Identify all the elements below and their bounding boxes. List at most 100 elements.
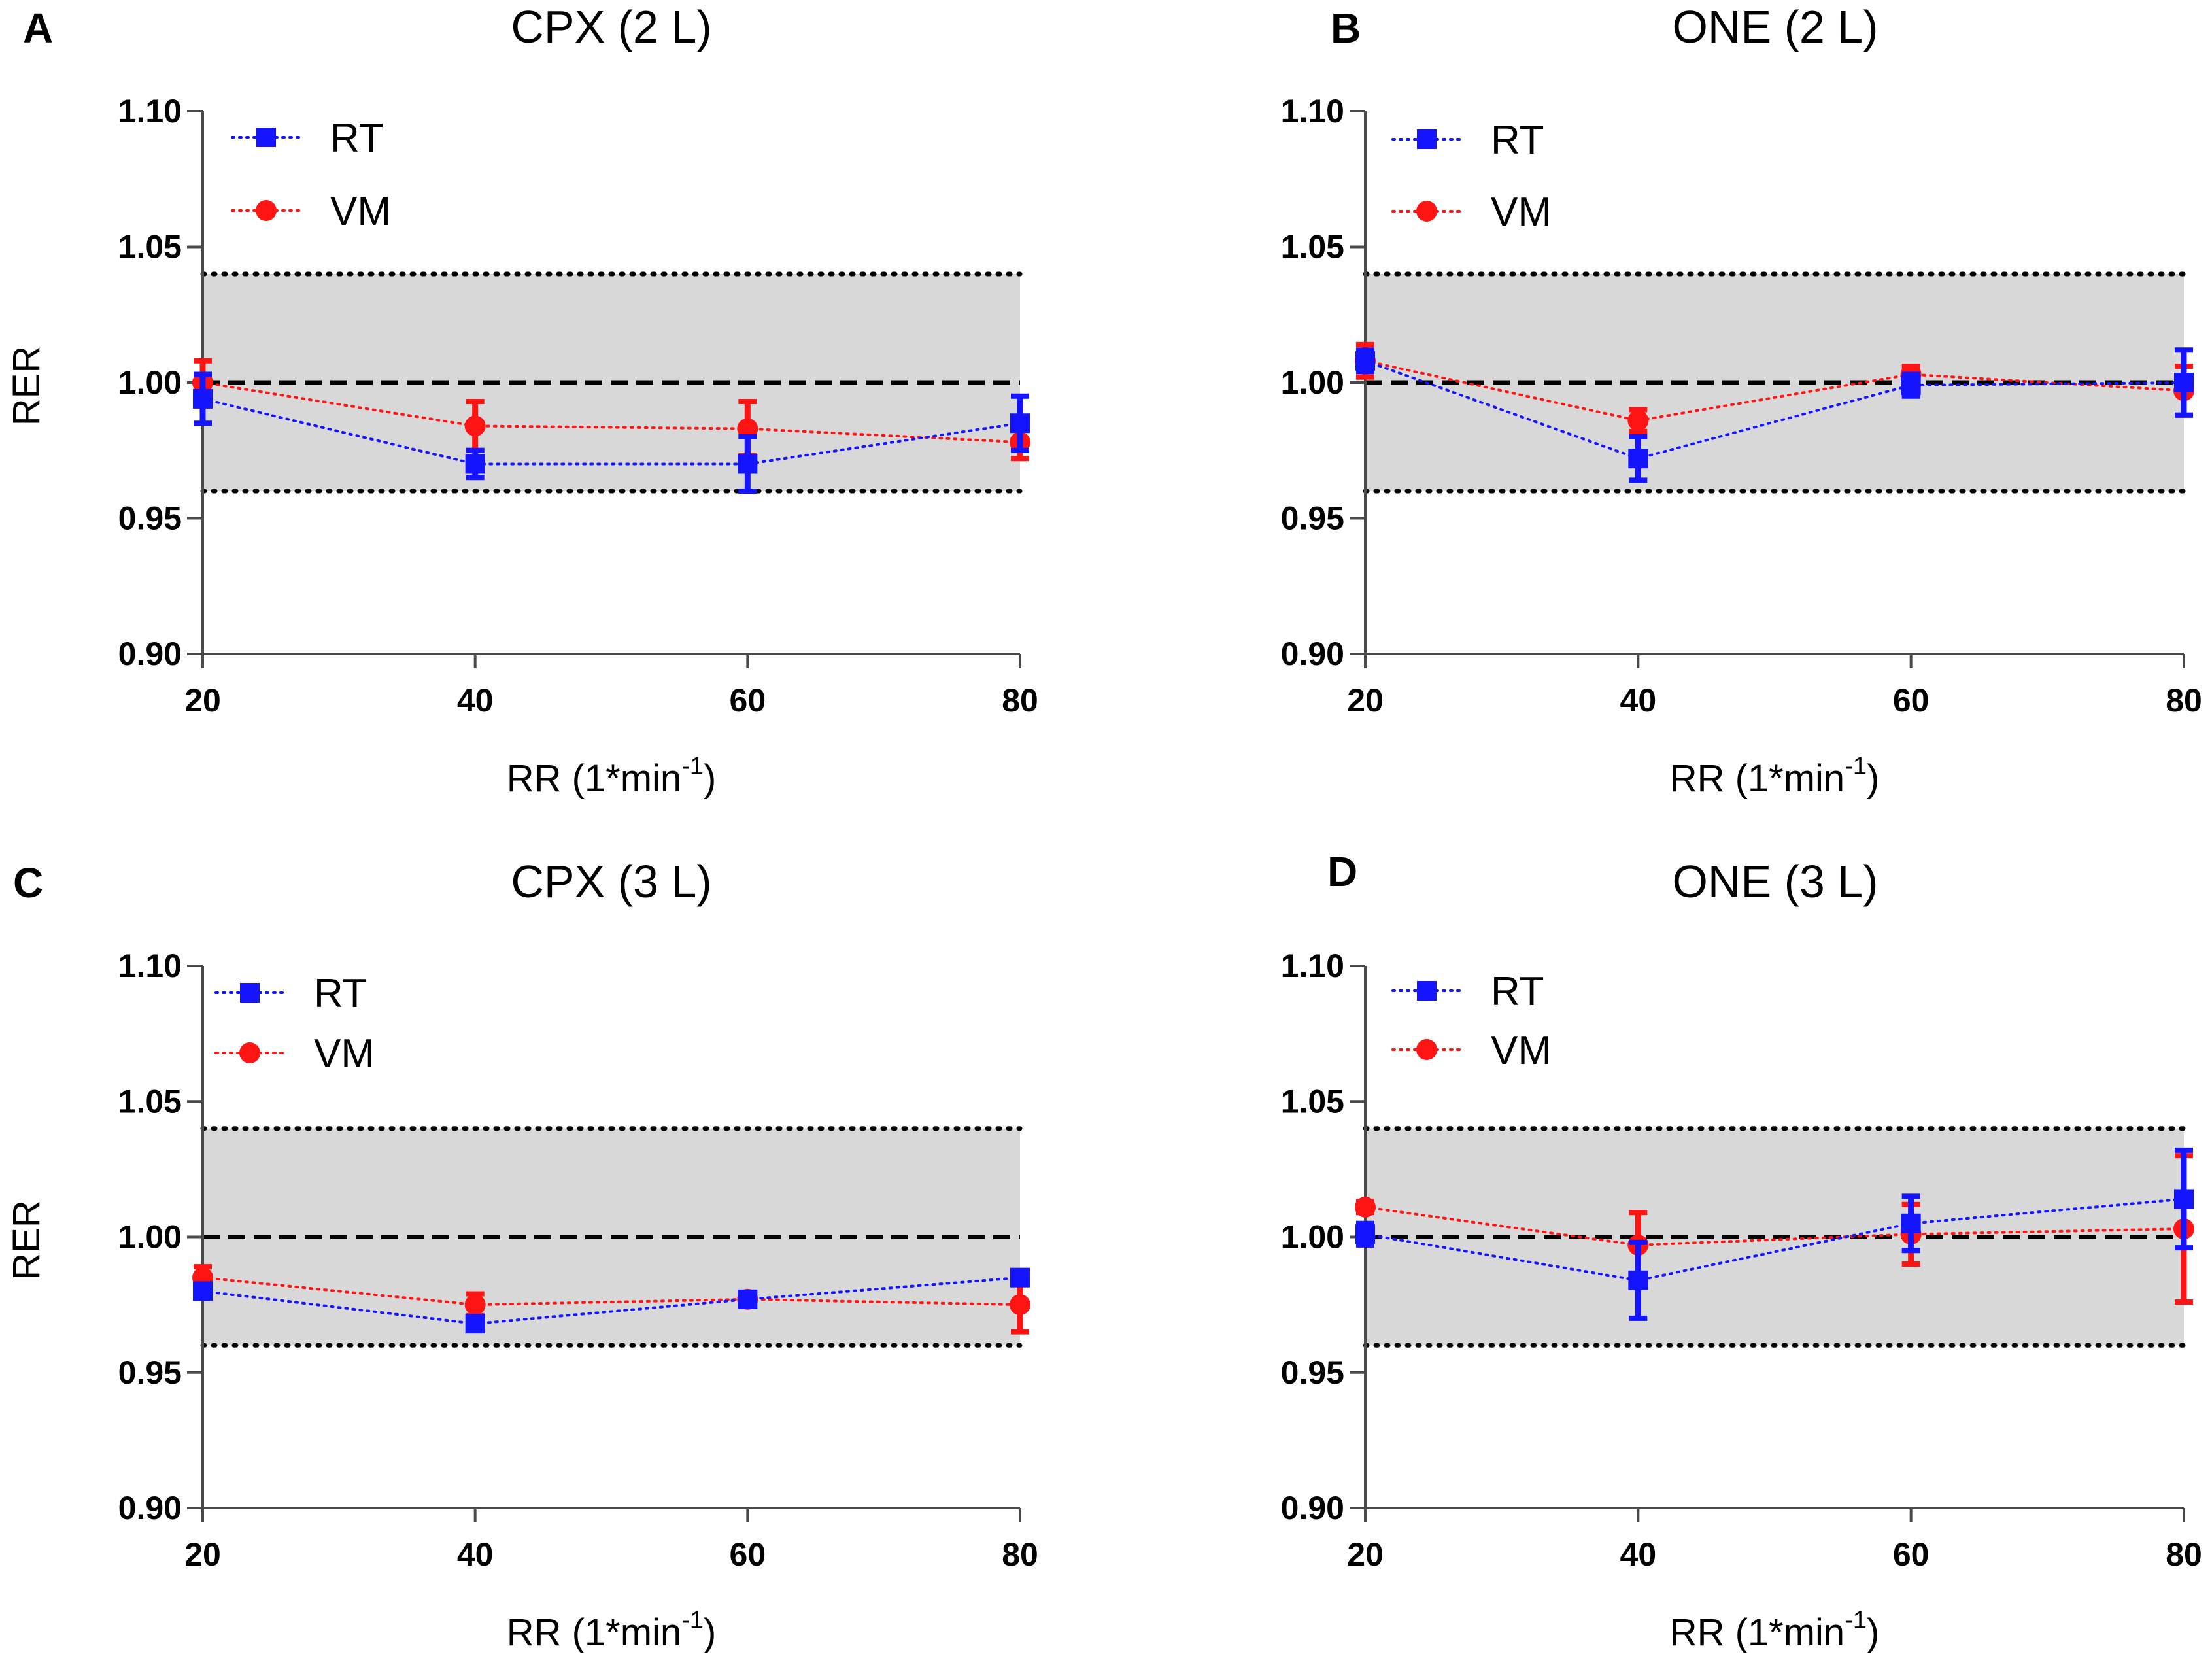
panel-a-ytick-label: 0.95 bbox=[118, 500, 182, 537]
panel-c: 0.90 0.95 1.00 1.05 1.10 20 40 60 80 RR (1*min-1)… bbox=[5, 856, 1038, 1654]
panel-b-legend-rt-label: RT bbox=[1491, 118, 1544, 163]
panel-b-letter: B bbox=[1331, 5, 1361, 52]
panel-a-series-vm-point bbox=[464, 415, 486, 437]
panel-a-series-rt-point bbox=[465, 454, 485, 474]
panel-a-ytick-label: 1.10 bbox=[118, 93, 182, 129]
panel-d-x-axis-label-main: RR (1*min bbox=[1670, 1611, 1845, 1654]
panel-a-legend-vm-marker bbox=[256, 200, 277, 221]
panel-a-x-axis-label-sup: -1 bbox=[681, 753, 704, 780]
panel-b-series-rt bbox=[1355, 347, 2194, 483]
panel-d-x-axis-label-end: ) bbox=[1867, 1611, 1879, 1654]
panel-d-series-vm-point bbox=[1355, 1196, 1376, 1218]
panel-b-legend-vm-marker bbox=[1416, 201, 1437, 222]
panel-c-series-rt-point bbox=[465, 1314, 485, 1334]
panel-a-ytick-label: 1.05 bbox=[118, 229, 182, 266]
panel-c-ytick-label: 0.90 bbox=[118, 1490, 182, 1526]
panel-c-series-vm-point bbox=[464, 1294, 486, 1316]
panel-b-ytick-label: 0.95 bbox=[1281, 500, 1344, 537]
panel-c-legend-rt-label: RT bbox=[314, 971, 367, 1016]
panel-b-legend: RT VM bbox=[1391, 118, 1552, 235]
panel-c-xtick-label: 20 bbox=[184, 1536, 221, 1573]
panel-b-series-rt-line bbox=[1364, 359, 2185, 460]
panel-c-legend-rt-marker bbox=[240, 983, 260, 1003]
panel-a-y-axis-label: RER bbox=[5, 346, 48, 426]
panel-d-xtick-label: 40 bbox=[1620, 1536, 1657, 1573]
panel-d-legend-vm-marker bbox=[1416, 1039, 1437, 1060]
panel-a-xtick-label: 20 bbox=[184, 682, 221, 719]
panel-d-ytick-label: 0.95 bbox=[1281, 1354, 1344, 1391]
panel-a-series-rt-point bbox=[738, 454, 758, 474]
panel-c-series-rt-point bbox=[1010, 1267, 1030, 1288]
panel-d-ytick-label: 1.00 bbox=[1281, 1219, 1344, 1256]
panel-c-ytick-label: 0.95 bbox=[118, 1354, 182, 1391]
panel-b-xtick-label: 80 bbox=[2166, 682, 2202, 719]
panel-c-series-rt-line bbox=[201, 1276, 1021, 1326]
panel-c-series-vm-line bbox=[201, 1276, 1021, 1307]
panel-b-x-axis-label-end: ) bbox=[1867, 757, 1879, 800]
panel-c-series-vm-point bbox=[1010, 1294, 1030, 1316]
panel-c-ytick-label: 1.10 bbox=[118, 948, 182, 984]
panel-a-series-rt bbox=[193, 371, 1030, 494]
panel-b-series-vm-point bbox=[1627, 410, 1649, 432]
panel-d-legend-rt-marker bbox=[1417, 981, 1437, 1001]
panel-d-letter: D bbox=[1327, 848, 1357, 895]
panel-c-x-axis-label-end: ) bbox=[704, 1611, 716, 1654]
panel-d-ytick-label: 0.90 bbox=[1281, 1490, 1344, 1526]
panel-c-legend: RT VM bbox=[214, 971, 375, 1076]
panel-a-xtick-label: 80 bbox=[1002, 682, 1038, 719]
panel-b-series-rt-point bbox=[1901, 375, 1921, 396]
panel-d-series-rt-point bbox=[1901, 1213, 1921, 1233]
panel-a-series-rt-point bbox=[193, 388, 213, 409]
panel-a-title: CPX (2 L) bbox=[511, 1, 711, 52]
panel-b-legend-rt-marker bbox=[1417, 129, 1437, 149]
panel-b-x-axis-label-main: RR (1*min bbox=[1670, 757, 1845, 800]
panel-c-legend-vm-label: VM bbox=[314, 1031, 375, 1076]
panel-a-legend-rt-label: RT bbox=[330, 116, 384, 161]
panel-b-series-rt-point bbox=[1628, 449, 1648, 469]
panel-d-ytick-label: 1.10 bbox=[1281, 948, 1344, 984]
panel-a-legend-rt-marker bbox=[256, 128, 276, 147]
panel-c-letter: C bbox=[13, 859, 43, 906]
panel-b-series-vm-line bbox=[1364, 359, 2185, 422]
panel-a-ytick-label: 0.90 bbox=[118, 636, 182, 672]
panel-c-xtick-label: 40 bbox=[457, 1536, 494, 1573]
panel-d-x-axis-label-sup: -1 bbox=[1845, 1607, 1867, 1634]
panel-d-legend-rt-label: RT bbox=[1491, 969, 1544, 1014]
panel-d-ytick-label: 1.05 bbox=[1281, 1083, 1344, 1120]
panel-d: 0.90 0.95 1.00 1.05 1.10 20 40 60 80 RR (1*min-1)… bbox=[1281, 848, 2202, 1654]
panel-d-title: ONE (3 L) bbox=[1672, 856, 1878, 907]
panel-b-x-axis-label: RR (1*min-1) bbox=[1670, 753, 1880, 800]
panel-b-xtick-label: 40 bbox=[1620, 682, 1657, 719]
panel-b: 0.90 0.95 1.00 1.05 1.10 20 40 60 80 RR (1*min-1)… bbox=[1281, 1, 2202, 800]
panel-c-series-rt-point bbox=[193, 1281, 213, 1301]
panel-c-ytick-label: 1.05 bbox=[118, 1083, 182, 1120]
panel-d-series-rt bbox=[1355, 1147, 2194, 1321]
panel-b-series-rt-point bbox=[2174, 373, 2194, 392]
panel-d-legend-vm-label: VM bbox=[1491, 1028, 1552, 1073]
panel-d-series-rt-point bbox=[2174, 1189, 2194, 1209]
panel-a-series-rt-point bbox=[1010, 413, 1030, 434]
panel-d-x-axis-label: RR (1*min-1) bbox=[1670, 1607, 1880, 1654]
panel-a: 0.90 0.95 1.00 1.05 1.10 20 40 60 80 RR (1*min-1)… bbox=[5, 1, 1038, 800]
panel-c-y-axis-label: RER bbox=[5, 1200, 48, 1280]
panel-d-legend: RT VM bbox=[1391, 969, 1552, 1073]
panel-b-ytick-label: 1.00 bbox=[1281, 364, 1344, 401]
panel-b-x-axis-label-sup: -1 bbox=[1845, 753, 1867, 780]
panel-d-xtick-label: 60 bbox=[1893, 1536, 1930, 1573]
panel-d-series-vm bbox=[1355, 1153, 2194, 1305]
panel-a-letter: A bbox=[23, 5, 53, 52]
panel-a-xtick-label: 60 bbox=[730, 682, 766, 719]
panel-a-ytick-label: 1.00 bbox=[118, 364, 182, 401]
panel-d-xtick-label: 80 bbox=[2166, 1536, 2202, 1573]
panel-b-ytick-label: 0.90 bbox=[1281, 636, 1344, 672]
panel-d-series-vm-line bbox=[1364, 1205, 2185, 1246]
panel-c-x-axis-label-sup: -1 bbox=[681, 1607, 704, 1634]
panel-a-x-axis-label-end: ) bbox=[704, 757, 716, 800]
panel-a-legend-vm-label: VM bbox=[330, 189, 391, 234]
panel-a-series-vm-point bbox=[737, 418, 758, 439]
panel-a-xtick-label: 40 bbox=[457, 682, 494, 719]
panel-c-series-rt bbox=[193, 1267, 1030, 1334]
panel-c-xtick-label: 60 bbox=[730, 1536, 766, 1573]
panel-a-series-vm-line bbox=[201, 381, 1021, 444]
